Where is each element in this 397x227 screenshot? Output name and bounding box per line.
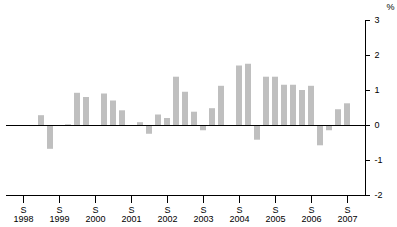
svg-text:-2: -2	[375, 190, 383, 200]
svg-text:S1998: S1998	[13, 205, 33, 224]
svg-text:S2007: S2007	[337, 205, 357, 224]
svg-text:S2004: S2004	[229, 205, 249, 224]
svg-text:S2003: S2003	[193, 205, 213, 224]
svg-text:S2005: S2005	[265, 205, 285, 224]
svg-text:3: 3	[375, 15, 380, 25]
svg-text:-1: -1	[375, 155, 383, 165]
svg-text:1: 1	[375, 85, 380, 95]
svg-text:2: 2	[375, 50, 380, 60]
svg-text:%: %	[386, 2, 394, 12]
svg-text:S1999: S1999	[49, 205, 69, 224]
svg-text:S2001: S2001	[121, 205, 141, 224]
svg-text:S2006: S2006	[301, 205, 321, 224]
svg-text:S2000: S2000	[85, 205, 105, 224]
svg-text:0: 0	[375, 120, 380, 130]
svg-text:S2002: S2002	[157, 205, 177, 224]
